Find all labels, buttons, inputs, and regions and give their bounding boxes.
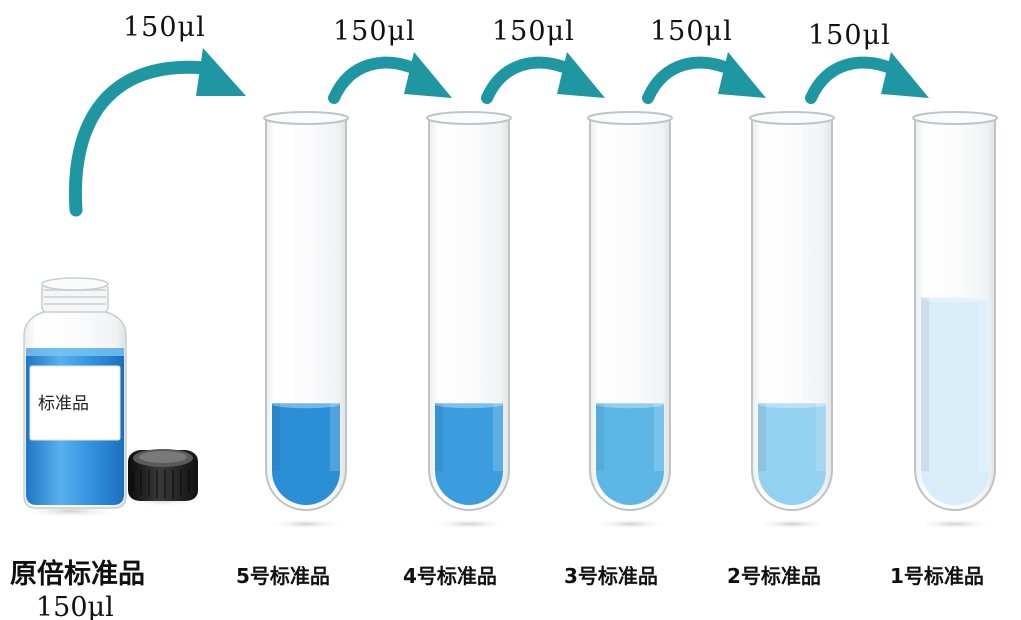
test-tube-3 [587, 111, 673, 529]
transfer-arrows [68, 48, 929, 217]
tube-liquid-4 [435, 403, 503, 505]
vial-cap [125, 449, 201, 507]
stock-vial-title: 原倍标准品 [10, 559, 145, 590]
transfer-volume-label-5: 150μl [808, 20, 891, 51]
transfer-volume-label-1: 150μl [123, 12, 206, 43]
stock-vial [18, 277, 201, 518]
tube-liquid-3 [596, 403, 664, 505]
transfer-volume-label-2: 150μl [333, 16, 416, 47]
transfer-volume-label-4: 150μl [650, 16, 733, 47]
arrow-tube4-to-tube3 [481, 52, 605, 104]
tube-label-4: 4号标准品 [403, 564, 497, 588]
arrow-tube2-to-tube1 [805, 52, 929, 104]
tube-label-2: 2号标准品 [727, 564, 821, 588]
test-tube-1 [912, 111, 998, 529]
test-tube-4 [426, 111, 512, 529]
stock-vial-volume: 150μl [36, 592, 114, 620]
tube-label-5: 5号标准品 [236, 564, 330, 588]
tube-label-3: 3号标准品 [564, 564, 658, 588]
test-tube-2 [749, 111, 835, 529]
test-tubes [263, 111, 998, 529]
arrow-tube3-to-tube2 [642, 52, 766, 104]
arrow-tube5-to-tube4 [328, 52, 452, 104]
vial-sticker-label: 标准品 [38, 394, 89, 414]
transfer-volume-label-3: 150μl [492, 16, 575, 47]
arrow-vial-to-tube5 [68, 48, 246, 217]
tube-label-1: 1号标准品 [890, 564, 984, 588]
tube-liquid-2 [758, 403, 826, 505]
test-tube-5 [263, 111, 349, 529]
tube-liquid-1 [921, 297, 989, 505]
tube-liquid-5 [272, 403, 340, 505]
